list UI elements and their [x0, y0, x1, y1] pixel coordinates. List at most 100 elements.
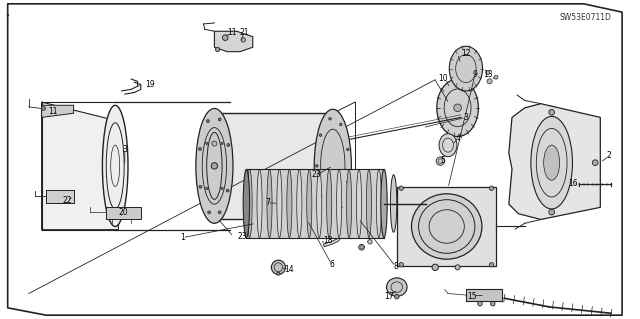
- Text: 8: 8: [393, 262, 398, 271]
- Text: 7: 7: [265, 198, 270, 207]
- Circle shape: [221, 187, 223, 189]
- Polygon shape: [397, 187, 496, 266]
- Ellipse shape: [102, 105, 128, 226]
- Circle shape: [212, 141, 217, 146]
- Circle shape: [199, 185, 202, 188]
- Circle shape: [205, 142, 208, 145]
- Ellipse shape: [439, 134, 457, 157]
- Text: 21: 21: [240, 28, 249, 37]
- Ellipse shape: [346, 169, 351, 238]
- Ellipse shape: [326, 169, 332, 238]
- Ellipse shape: [390, 175, 397, 232]
- Ellipse shape: [271, 260, 285, 274]
- Circle shape: [593, 160, 598, 166]
- Text: 16: 16: [568, 179, 578, 188]
- Circle shape: [216, 47, 220, 52]
- Text: 1: 1: [180, 233, 185, 242]
- Text: 3: 3: [463, 113, 468, 122]
- Circle shape: [478, 301, 482, 306]
- Circle shape: [494, 75, 498, 79]
- Text: 22: 22: [63, 196, 72, 205]
- Circle shape: [319, 134, 322, 137]
- Circle shape: [487, 79, 492, 84]
- Ellipse shape: [376, 169, 381, 238]
- Text: 14: 14: [284, 265, 294, 274]
- Text: 10: 10: [438, 74, 448, 83]
- Ellipse shape: [317, 169, 322, 238]
- Polygon shape: [42, 102, 118, 230]
- Ellipse shape: [314, 109, 351, 223]
- Text: 6: 6: [329, 260, 334, 269]
- Circle shape: [432, 264, 438, 271]
- Circle shape: [218, 118, 221, 121]
- Polygon shape: [42, 105, 74, 117]
- Circle shape: [329, 212, 332, 214]
- Text: 3: 3: [122, 145, 127, 154]
- Circle shape: [454, 104, 461, 112]
- Circle shape: [340, 123, 342, 126]
- Ellipse shape: [243, 169, 250, 238]
- Ellipse shape: [257, 169, 262, 238]
- Circle shape: [319, 195, 322, 198]
- Text: 4: 4: [456, 134, 461, 143]
- Text: SW53E0711D: SW53E0711D: [559, 13, 611, 22]
- Circle shape: [368, 240, 372, 244]
- Ellipse shape: [307, 169, 312, 238]
- Ellipse shape: [287, 169, 292, 238]
- Ellipse shape: [366, 169, 371, 238]
- Circle shape: [227, 189, 229, 192]
- Polygon shape: [106, 207, 141, 219]
- Circle shape: [207, 120, 209, 122]
- Circle shape: [223, 35, 228, 41]
- Ellipse shape: [412, 194, 482, 259]
- Circle shape: [399, 263, 403, 267]
- Circle shape: [399, 186, 403, 190]
- Ellipse shape: [531, 116, 572, 209]
- Circle shape: [277, 272, 280, 275]
- Circle shape: [455, 265, 460, 270]
- Circle shape: [42, 107, 45, 110]
- Text: 23: 23: [312, 170, 322, 179]
- Circle shape: [359, 244, 364, 250]
- Text: 20: 20: [118, 208, 128, 217]
- Ellipse shape: [436, 79, 479, 137]
- Circle shape: [346, 181, 349, 183]
- Circle shape: [436, 157, 444, 165]
- Ellipse shape: [381, 169, 387, 238]
- Circle shape: [208, 211, 211, 214]
- Ellipse shape: [247, 169, 252, 238]
- Ellipse shape: [277, 169, 282, 238]
- Ellipse shape: [297, 169, 302, 238]
- Polygon shape: [214, 113, 333, 219]
- Text: 11: 11: [227, 28, 236, 37]
- Text: 9: 9: [472, 70, 477, 79]
- Polygon shape: [466, 289, 502, 301]
- Polygon shape: [214, 31, 253, 52]
- Ellipse shape: [196, 108, 233, 223]
- Ellipse shape: [337, 169, 342, 238]
- Circle shape: [316, 165, 318, 167]
- Ellipse shape: [267, 169, 272, 238]
- Ellipse shape: [449, 46, 483, 91]
- Ellipse shape: [202, 113, 227, 219]
- Circle shape: [490, 186, 493, 190]
- Ellipse shape: [356, 169, 362, 238]
- Text: 19: 19: [145, 80, 156, 89]
- Circle shape: [211, 163, 218, 169]
- Circle shape: [218, 211, 221, 214]
- Text: 15: 15: [467, 292, 477, 300]
- Ellipse shape: [321, 113, 345, 219]
- Polygon shape: [246, 169, 384, 238]
- Text: 17: 17: [384, 292, 394, 300]
- Circle shape: [227, 144, 230, 146]
- Circle shape: [221, 142, 223, 145]
- Ellipse shape: [387, 278, 407, 296]
- Ellipse shape: [543, 145, 559, 180]
- Text: 11: 11: [48, 107, 57, 115]
- Circle shape: [329, 117, 332, 120]
- Circle shape: [241, 38, 245, 42]
- Polygon shape: [509, 104, 600, 219]
- Circle shape: [340, 206, 342, 209]
- Polygon shape: [46, 190, 74, 203]
- Circle shape: [395, 294, 399, 299]
